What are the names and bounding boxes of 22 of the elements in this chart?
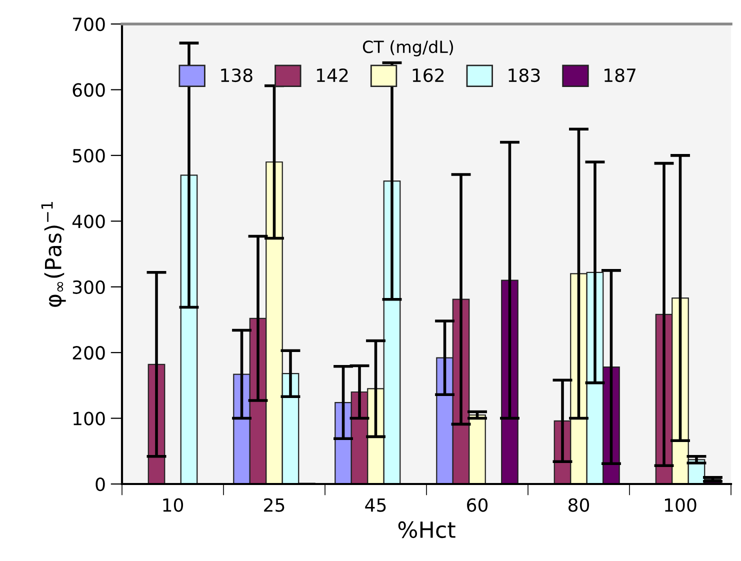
y-tick-label: 500 [72,148,105,163]
x-tick-label: 60 [467,498,488,512]
y-tick-label: 300 [72,280,105,294]
y-tick-label: 400 [72,214,105,228]
x-tick-label: 80 [568,498,590,512]
legend-label: 142 [316,68,348,82]
y-tick-label: 0 [96,477,105,492]
legend-label: 138 [221,68,252,82]
legend-label: 183 [508,68,540,82]
x-tick-label: 45 [365,498,386,512]
legend-label: 162 [412,68,444,82]
y-tick-label: 200 [72,346,105,360]
y-tick-label: 100 [74,412,105,426]
x-tick-label: 25 [264,498,284,512]
x-tick-label: 10 [163,498,184,512]
y-tick-label: 600 [72,83,105,97]
y-axis-title: φ$_{∞}$(Pas)$^{−1}$ [41,202,66,307]
legend-title: CT (mg/dL) [362,40,454,56]
y-tick-label: 700 [73,17,105,32]
x-axis-title: %Hct [398,521,456,538]
legend-label: 187 [604,68,636,82]
x-tick-label: 100 [665,498,696,512]
